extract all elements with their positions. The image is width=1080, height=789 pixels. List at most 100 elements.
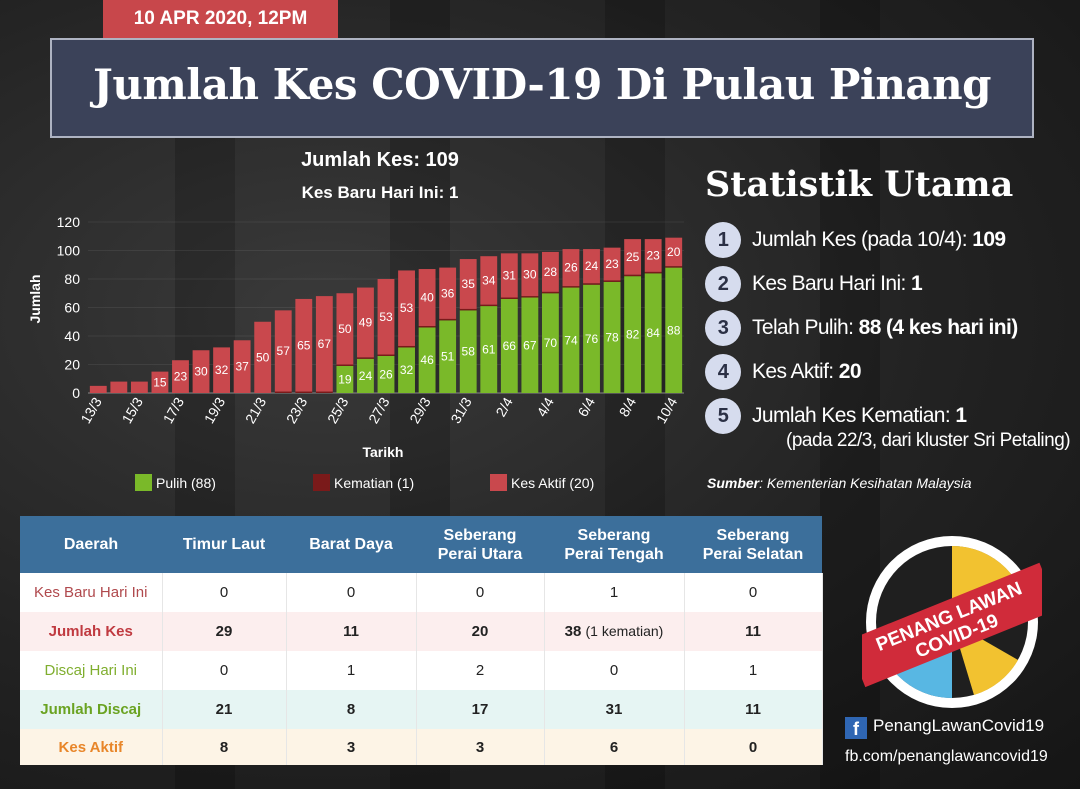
facebook-page[interactable]: f PenangLawanCovid19 (845, 716, 1044, 739)
header-sp-selatan: Seberang Perai Selatan (684, 516, 822, 573)
row-label-kes-aktif: Kes Aktif (20, 729, 163, 765)
table-cell: 2 (416, 651, 545, 690)
bar-aktif (172, 360, 189, 393)
bar-pulih (665, 267, 683, 393)
stat-value-3: 88 (4 kes hari ini) (858, 316, 1019, 339)
data-label-aktif: 30 (194, 365, 208, 379)
data-label-aktif: 50 (256, 350, 270, 364)
bar-kematian (541, 291, 559, 294)
bar-kematian (295, 391, 313, 393)
stat-value-1: 109 (972, 228, 1006, 251)
bar-kematian (521, 296, 539, 298)
bar-kematian (377, 354, 395, 356)
bar-kematian (665, 266, 683, 268)
data-label-pulih: 76 (585, 332, 599, 346)
bar-aktif (418, 269, 436, 327)
legend-swatch-kematian (313, 474, 330, 491)
bar-aktif (624, 239, 642, 275)
source-text: : Kementerian Kesihatan Malaysia (759, 475, 972, 491)
data-label-aktif: 67 (318, 337, 332, 351)
y-tick-label: 60 (64, 300, 80, 316)
x-tick-label: 6/4 (575, 394, 599, 419)
legend-aktif: Kes Aktif (20) (490, 474, 594, 491)
table-row: Kes Aktif 8 3 3 6 0 (20, 729, 823, 765)
table-cell: 1 (286, 651, 417, 690)
data-label-aktif: 28 (544, 265, 558, 279)
bar-kematian (439, 318, 457, 321)
total-cases-heading: Jumlah Kes: 109 (301, 149, 459, 171)
data-label-aktif: 40 (420, 291, 434, 305)
title-banner: Jumlah Kes COVID-19 Di Pulau Pinang (50, 38, 1034, 138)
data-label-aktif: 15 (153, 375, 167, 389)
bar-aktif (254, 321, 272, 393)
header-barat-daya: Barat Daya (286, 516, 416, 573)
death-note: (1 kematian) (585, 623, 664, 639)
bar-kematian (624, 274, 642, 277)
bar-aktif (562, 249, 580, 287)
stat-number-2: 2 (705, 266, 741, 302)
bar-pulih (500, 298, 518, 393)
data-label-aktif: 31 (503, 268, 517, 282)
facebook-page-name: PenangLawanCovid19 (873, 716, 1045, 735)
header-timur-laut: Timur Laut (162, 516, 286, 573)
table-row: Kes Baru Hari Ini 0 0 0 1 0 (20, 573, 823, 612)
data-label-aktif: 23 (174, 370, 188, 384)
x-tick-label: 15/3 (118, 394, 146, 426)
data-label-aktif: 53 (400, 301, 414, 315)
header-sp-utara: Seberang Perai Utara (416, 516, 544, 573)
bar-aktif (603, 247, 621, 281)
district-table: Daerah Timur Laut Barat Daya Seberang Pe… (20, 516, 823, 765)
bar-kematian (357, 357, 374, 359)
header-sp-tengah: Seberang Perai Tengah (544, 516, 684, 573)
data-label-aktif: 49 (359, 315, 373, 329)
stat-label-1: Jumlah Kes (pada 10/4): (752, 228, 968, 251)
table-cell: 29 (162, 612, 287, 651)
bar-aktif (357, 287, 374, 358)
penang-lawan-badge: PENANG LAWAN COVID-19 (862, 536, 1042, 708)
legend-swatch-aktif (490, 474, 507, 491)
x-tick-label: 13/3 (77, 394, 105, 426)
y-tick-label: 40 (64, 328, 80, 344)
bar-aktif (151, 371, 169, 393)
data-label-pulih: 19 (338, 372, 352, 386)
y-tick-label: 20 (64, 357, 80, 373)
stats-title: Statistik Utama (705, 164, 1014, 205)
bar-kematian (315, 391, 333, 393)
table-cell: 0 (544, 651, 685, 690)
data-label-aktif: 30 (523, 268, 537, 282)
x-tick-label: 31/3 (447, 394, 475, 426)
bar-pulih (418, 327, 436, 393)
table-cell: 8 (162, 729, 287, 765)
data-label-pulih: 24 (359, 369, 373, 383)
stat-number-5: 5 (705, 398, 741, 434)
bar-pulih (357, 358, 374, 393)
data-label-pulih: 61 (482, 343, 496, 357)
stat-label-2: Kes Baru Hari Ini: (752, 272, 906, 295)
bar-kematian (644, 271, 662, 274)
stat-value-2: 1 (911, 272, 923, 295)
data-label-pulih: 46 (420, 353, 434, 367)
bar-kematian (603, 280, 621, 282)
y-axis-label: Jumlah (27, 274, 43, 323)
x-tick-label: 29/3 (406, 394, 434, 426)
stat-label-5: Jumlah Kes Kematian: (752, 404, 951, 427)
data-label-aktif: 65 (297, 338, 311, 352)
data-label-aktif: 26 (564, 261, 578, 275)
table-cell: 11 (286, 612, 417, 651)
data-label-aktif: 57 (277, 344, 291, 358)
x-tick-label: 21/3 (242, 394, 270, 426)
stat-label-4: Kes Aktif: (752, 360, 834, 383)
table-cell: 0 (162, 651, 287, 690)
facebook-url[interactable]: fb.com/penanglawancovid19 (845, 748, 1048, 765)
row-label-jumlah-discaj: Jumlah Discaj (20, 690, 163, 729)
bar-aktif (315, 296, 333, 392)
bar-aktif (377, 279, 395, 355)
y-tick-label: 100 (57, 243, 81, 259)
table-cell: 3 (416, 729, 545, 765)
data-label-pulih: 58 (462, 345, 476, 359)
row-label-discaj-hari-ini: Discaj Hari Ini (20, 651, 163, 690)
badge-ribbon (862, 562, 1042, 688)
data-label-pulih: 51 (441, 350, 455, 364)
bar-aktif (583, 249, 600, 284)
bar-aktif (233, 340, 251, 393)
